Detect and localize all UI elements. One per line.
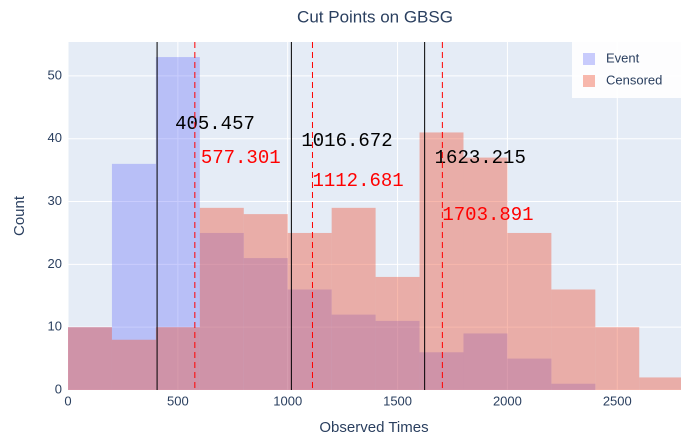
x-tick-label: 2000 [493,393,522,408]
legend-swatch [583,75,595,87]
y-axis-label: Count [11,195,28,236]
cut-label: 1703.891 [442,204,533,226]
y-tick-label: 50 [48,67,62,82]
bar [463,333,508,390]
bar [507,232,552,390]
bar [68,327,112,390]
cut-label: 1623.215 [435,147,526,169]
bar [68,327,112,390]
bar [331,314,376,390]
y-tick-label: 40 [48,130,62,145]
legend-label: Event [606,50,640,65]
y-tick-label: 30 [48,193,62,208]
bar [199,207,244,390]
y-tick-label: 10 [48,319,62,334]
chart-title: Cut Points on GBSG [297,7,453,26]
bar [287,232,332,390]
bar [287,289,332,390]
bar [155,57,200,391]
y-tick-label: 0 [55,381,62,396]
legend-swatch [583,53,595,65]
bar [419,132,464,390]
plot-area [68,42,681,390]
x-tick-label: 1000 [273,393,302,408]
x-tick-label: 0 [64,393,71,408]
bar [595,327,640,390]
bar [199,232,244,390]
legend-box [572,42,681,98]
bar [375,276,420,390]
bar [243,258,288,390]
bar [551,383,596,390]
bar [463,157,508,390]
bar [639,377,681,390]
bar [551,289,596,390]
cut-label: 577.301 [201,147,281,169]
cut-label: 405.457 [175,113,255,135]
x-tick-label: 2500 [603,393,632,408]
bar [243,214,288,390]
x-tick-label: 1500 [383,393,412,408]
bar [111,339,156,390]
legend-label: Censored [606,72,662,87]
x-tick-label: 500 [167,393,189,408]
cut-label: 1112.681 [312,170,403,192]
y-tick-label: 20 [48,256,62,271]
bar [331,207,376,390]
bar [419,352,464,390]
bar [155,327,200,390]
bar [507,358,552,390]
cut-label: 1016.672 [301,130,392,152]
bar [375,320,420,390]
bar [111,163,156,390]
x-axis-label: Observed Times [319,419,428,436]
